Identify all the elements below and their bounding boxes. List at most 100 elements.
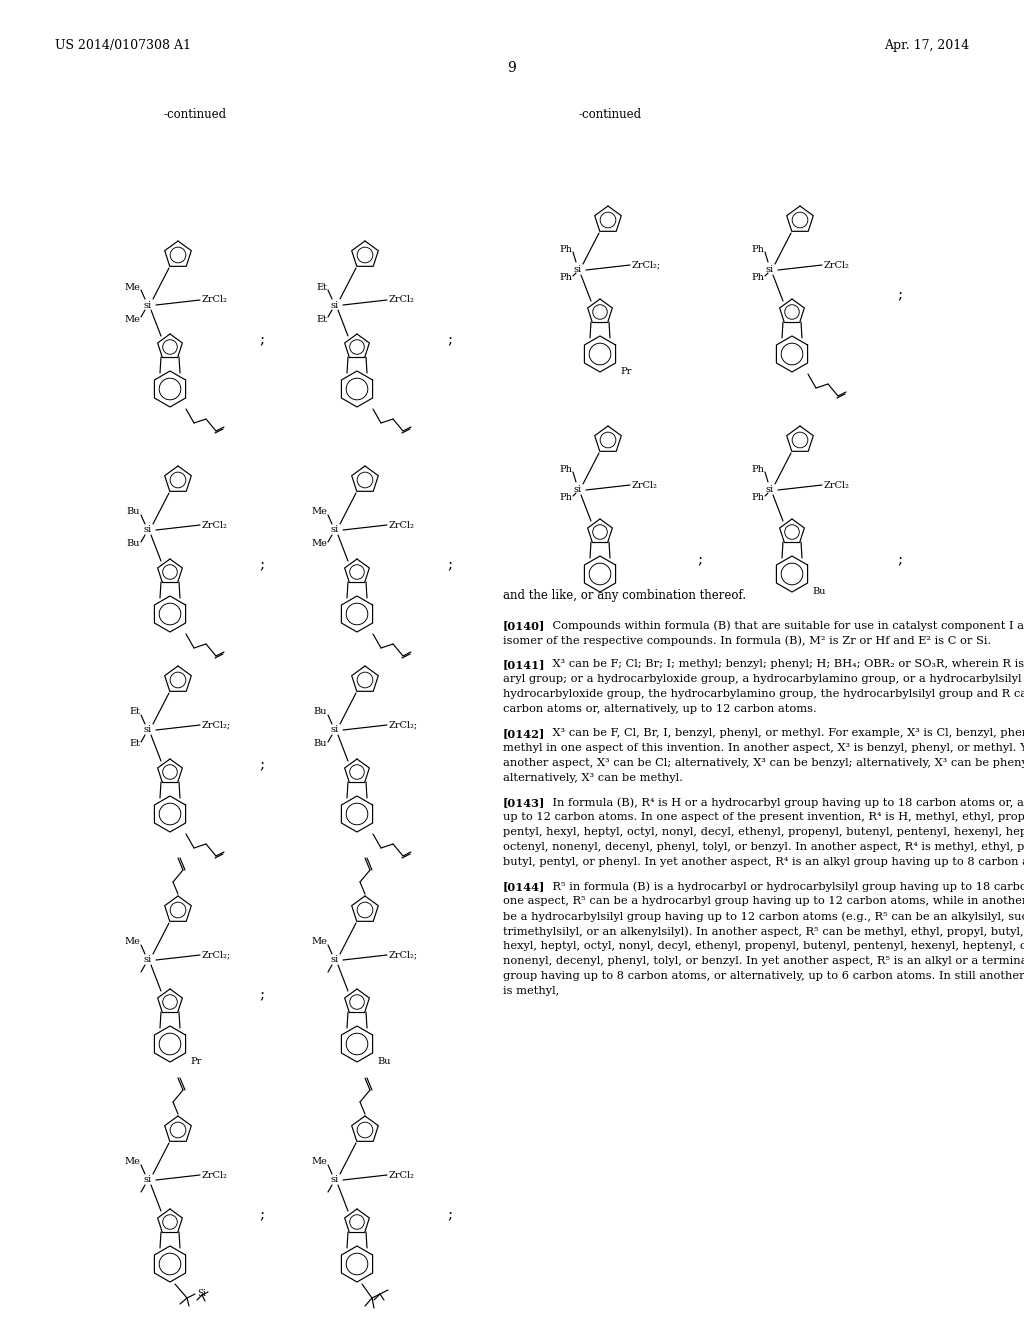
Text: ZrCl₂: ZrCl₂ — [389, 296, 415, 305]
Text: si: si — [331, 726, 339, 734]
Text: si: si — [144, 1176, 152, 1184]
Text: si: si — [766, 265, 774, 275]
Text: octenyl, nonenyl, decenyl, phenyl, tolyl, or benzyl. In another aspect, R⁴ is me: octenyl, nonenyl, decenyl, phenyl, tolyl… — [503, 842, 1024, 851]
Text: ZrCl₂: ZrCl₂ — [202, 296, 228, 305]
Text: Si: Si — [197, 1288, 206, 1298]
Text: ZrCl₂;: ZrCl₂; — [202, 950, 231, 960]
Text: Et: Et — [316, 314, 327, 323]
Text: ;: ; — [897, 553, 902, 568]
Text: carbon atoms or, alternatively, up to 12 carbon atoms.: carbon atoms or, alternatively, up to 12… — [503, 704, 817, 714]
Text: and the like, or any combination thereof.: and the like, or any combination thereof… — [503, 589, 746, 602]
Text: hydrocarbyloxide group, the hydrocarbylamino group, the hydrocarbylsilyl group a: hydrocarbyloxide group, the hydrocarbyla… — [503, 689, 1024, 700]
Text: methyl in one aspect of this invention. In another aspect, X³ is benzyl, phenyl,: methyl in one aspect of this invention. … — [503, 743, 1024, 752]
Text: US 2014/0107308 A1: US 2014/0107308 A1 — [55, 38, 191, 51]
Text: ;: ; — [697, 553, 702, 568]
Text: ZrCl₂: ZrCl₂ — [824, 260, 850, 269]
Text: Ph: Ph — [559, 466, 572, 474]
Text: si: si — [573, 265, 582, 275]
Text: Ph: Ph — [752, 273, 764, 282]
Text: group having up to 8 carbon atoms, or alternatively, up to 6 carbon atoms. In st: group having up to 8 carbon atoms, or al… — [503, 972, 1024, 981]
Text: butyl, pentyl, or phenyl. In yet another aspect, R⁴ is an alkyl group having up : butyl, pentyl, or phenyl. In yet another… — [503, 857, 1024, 867]
Text: Pr: Pr — [190, 1057, 202, 1067]
Text: nonenyl, decenyl, phenyl, tolyl, or benzyl. In yet another aspect, R⁵ is an alky: nonenyl, decenyl, phenyl, tolyl, or benz… — [503, 956, 1024, 966]
Text: -continued: -continued — [579, 108, 642, 121]
Text: [0144]: [0144] — [503, 880, 546, 892]
Text: ;: ; — [259, 758, 264, 772]
Text: si: si — [766, 486, 774, 495]
Text: si: si — [331, 956, 339, 965]
Text: ZrCl₂;: ZrCl₂; — [389, 721, 418, 730]
Text: si: si — [144, 956, 152, 965]
Text: ZrCl₂: ZrCl₂ — [389, 1171, 415, 1180]
Text: Me: Me — [124, 1158, 140, 1167]
Text: ;: ; — [897, 288, 902, 302]
Text: hexyl, heptyl, octyl, nonyl, decyl, ethenyl, propenyl, butenyl, pentenyl, hexeny: hexyl, heptyl, octyl, nonyl, decyl, ethe… — [503, 941, 1024, 950]
Text: In formula (B), R⁴ is H or a hydrocarbyl group having up to 18 carbon atoms or, : In formula (B), R⁴ is H or a hydrocarbyl… — [538, 797, 1024, 808]
Text: another aspect, X³ can be Cl; alternatively, X³ can be benzyl; alternatively, X³: another aspect, X³ can be Cl; alternativ… — [503, 758, 1024, 768]
Text: ZrCl₂: ZrCl₂ — [632, 480, 657, 490]
Text: aryl group; or a hydrocarbyloxide group, a hydrocarbylamino group, or a hydrocar: aryl group; or a hydrocarbyloxide group,… — [503, 675, 1024, 684]
Text: ;: ; — [447, 1208, 453, 1222]
Text: Ph: Ph — [752, 494, 764, 503]
Text: si: si — [331, 301, 339, 309]
Text: ZrCl₂: ZrCl₂ — [824, 480, 850, 490]
Text: alternatively, X³ can be methyl.: alternatively, X³ can be methyl. — [503, 774, 683, 783]
Text: Me: Me — [124, 282, 140, 292]
Text: ZrCl₂: ZrCl₂ — [389, 520, 415, 529]
Text: Compounds within formula (B) that are suitable for use in catalyst component I a: Compounds within formula (B) that are su… — [538, 620, 1024, 631]
Text: ZrCl₂;: ZrCl₂; — [389, 950, 418, 960]
Text: [0143]: [0143] — [503, 797, 546, 808]
Text: Ph: Ph — [752, 466, 764, 474]
Text: Bu: Bu — [127, 540, 140, 549]
Text: Ph: Ph — [559, 246, 572, 255]
Text: ZrCl₂;: ZrCl₂; — [202, 721, 231, 730]
Text: [0142]: [0142] — [503, 729, 546, 739]
Text: ZrCl₂: ZrCl₂ — [202, 520, 228, 529]
Text: be a hydrocarbylsilyl group having up to 12 carbon atoms (e.g., R⁵ can be an alk: be a hydrocarbylsilyl group having up to… — [503, 911, 1024, 921]
Text: is methyl,: is methyl, — [503, 986, 559, 997]
Text: R⁵ in formula (B) is a hydrocarbyl or hydrocarbylsilyl group having up to 18 car: R⁵ in formula (B) is a hydrocarbyl or hy… — [538, 880, 1024, 891]
Text: si: si — [144, 301, 152, 309]
Text: Bu: Bu — [313, 708, 327, 717]
Text: [0141]: [0141] — [503, 659, 546, 671]
Text: ;: ; — [259, 333, 264, 347]
Text: Bu: Bu — [313, 739, 327, 748]
Text: Et: Et — [129, 739, 140, 748]
Text: si: si — [331, 525, 339, 535]
Text: [0140]: [0140] — [503, 620, 546, 631]
Text: Me: Me — [311, 507, 327, 516]
Text: si: si — [573, 486, 582, 495]
Text: Bu: Bu — [377, 1057, 390, 1067]
Text: -continued: -continued — [164, 108, 226, 121]
Text: Me: Me — [311, 540, 327, 549]
Text: ;: ; — [447, 333, 453, 347]
Text: Pr: Pr — [620, 367, 632, 376]
Text: Me: Me — [311, 1158, 327, 1167]
Text: Et: Et — [129, 708, 140, 717]
Text: up to 12 carbon atoms. In one aspect of the present invention, R⁴ is H, methyl, : up to 12 carbon atoms. In one aspect of … — [503, 812, 1024, 822]
Text: Ph: Ph — [559, 494, 572, 503]
Text: Me: Me — [124, 314, 140, 323]
Text: si: si — [144, 726, 152, 734]
Text: ;: ; — [447, 558, 453, 572]
Text: one aspect, R⁵ can be a hydrocarbyl group having up to 12 carbon atoms, while in: one aspect, R⁵ can be a hydrocarbyl grou… — [503, 896, 1024, 906]
Text: ;: ; — [259, 558, 264, 572]
Text: Et: Et — [316, 282, 327, 292]
Text: Ph: Ph — [752, 246, 764, 255]
Text: Ph: Ph — [559, 273, 572, 282]
Text: Bu: Bu — [127, 507, 140, 516]
Text: pentyl, hexyl, heptyl, octyl, nonyl, decyl, ethenyl, propenyl, butenyl, pentenyl: pentyl, hexyl, heptyl, octyl, nonyl, dec… — [503, 828, 1024, 837]
Text: Apr. 17, 2014: Apr. 17, 2014 — [884, 38, 969, 51]
Text: si: si — [144, 525, 152, 535]
Text: Me: Me — [124, 937, 140, 946]
Text: si: si — [331, 1176, 339, 1184]
Text: ;: ; — [259, 1208, 264, 1222]
Text: Bu: Bu — [812, 587, 825, 597]
Text: X³ can be F, Cl, Br, I, benzyl, phenyl, or methyl. For example, X³ is Cl, benzyl: X³ can be F, Cl, Br, I, benzyl, phenyl, … — [538, 729, 1024, 738]
Text: ZrCl₂: ZrCl₂ — [202, 1171, 228, 1180]
Text: ;: ; — [259, 987, 264, 1002]
Text: 9: 9 — [508, 61, 516, 75]
Text: ZrCl₂;: ZrCl₂; — [632, 260, 662, 269]
Text: isomer of the respective compounds. In formula (B), M² is Zr or Hf and E² is C o: isomer of the respective compounds. In f… — [503, 635, 991, 645]
Text: X³ can be F; Cl; Br; I; methyl; benzyl; phenyl; H; BH₄; OBR₂ or SO₃R, wherein R : X³ can be F; Cl; Br; I; methyl; benzyl; … — [538, 659, 1024, 669]
